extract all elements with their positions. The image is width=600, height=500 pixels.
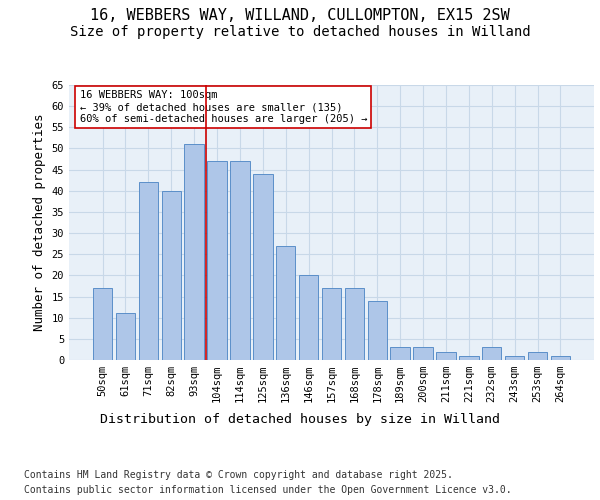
Bar (276, 246, 295, 360)
Bar (93, 288, 112, 360)
Text: Size of property relative to detached houses in Willand: Size of property relative to detached ho… (70, 25, 530, 39)
Bar (505, 356, 524, 360)
Bar (391, 348, 410, 360)
Bar (436, 352, 455, 360)
Y-axis label: Number of detached properties: Number of detached properties (33, 114, 46, 331)
Bar (528, 352, 547, 360)
Text: 16 WEBBERS WAY: 100sqm
← 39% of detached houses are smaller (135)
60% of semi-de: 16 WEBBERS WAY: 100sqm ← 39% of detached… (79, 90, 367, 124)
Bar (184, 144, 204, 360)
Text: Contains public sector information licensed under the Open Government Licence v3: Contains public sector information licen… (24, 485, 512, 495)
Bar (208, 161, 227, 360)
Bar (413, 348, 433, 360)
Text: Contains HM Land Registry data © Crown copyright and database right 2025.: Contains HM Land Registry data © Crown c… (24, 470, 453, 480)
Text: Distribution of detached houses by size in Willand: Distribution of detached houses by size … (100, 412, 500, 426)
Bar (459, 356, 479, 360)
Text: 16, WEBBERS WAY, WILLAND, CULLOMPTON, EX15 2SW: 16, WEBBERS WAY, WILLAND, CULLOMPTON, EX… (90, 8, 510, 22)
Bar (230, 161, 250, 360)
Bar (368, 301, 387, 360)
Bar (551, 356, 570, 360)
Bar (344, 288, 364, 360)
Bar (299, 276, 319, 360)
Bar (253, 174, 272, 360)
Bar (322, 288, 341, 360)
Bar (139, 182, 158, 360)
Bar (482, 348, 502, 360)
Bar (161, 191, 181, 360)
Bar (116, 314, 135, 360)
